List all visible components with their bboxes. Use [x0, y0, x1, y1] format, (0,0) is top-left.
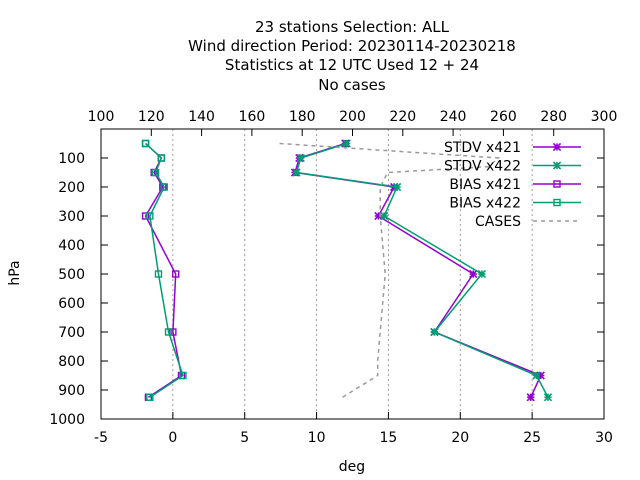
axes — [100, 128, 605, 420]
legend-label: CASES — [475, 214, 521, 230]
data-point — [179, 371, 187, 380]
data-point — [552, 161, 562, 170]
y-tick-label: 800 — [58, 354, 85, 370]
series-line — [279, 142, 501, 398]
title-line: No cases — [318, 76, 386, 94]
data-point — [141, 212, 150, 220]
y-tick-label: 1000 — [49, 412, 85, 428]
title-line: Statistics at 12 UTC Used 12 + 24 — [225, 56, 479, 74]
legend-item: BIAS x422 — [449, 196, 581, 212]
x2-tick-label: 160 — [239, 109, 266, 125]
legend-label: STDV x422 — [444, 159, 521, 175]
data-point — [553, 180, 561, 188]
x2-tick-label: 100 — [88, 109, 115, 125]
data-point — [146, 212, 154, 220]
data-point — [469, 269, 478, 279]
y-tick-label: 700 — [58, 325, 85, 341]
x2-tick-label: 240 — [440, 109, 467, 125]
y-tick-label: 900 — [58, 383, 85, 399]
x-tick-label: 10 — [308, 430, 326, 446]
data-point — [379, 211, 389, 221]
data-series — [141, 139, 553, 402]
legend-item: CASES — [475, 214, 581, 230]
data-point — [292, 168, 301, 177]
y-tick-label: 400 — [58, 238, 85, 254]
x-tick-label: 0 — [168, 430, 177, 446]
y-tick-label: 300 — [58, 209, 85, 225]
data-point — [392, 182, 402, 192]
x-tick-label: 15 — [380, 430, 398, 446]
data-point — [169, 328, 177, 336]
y-tick-label: 500 — [58, 267, 85, 283]
data-point — [552, 142, 562, 152]
x-tick-label: 30 — [595, 430, 613, 446]
data-point — [477, 269, 487, 279]
x-tick-label: 25 — [523, 430, 541, 446]
x-tick-label: 20 — [451, 430, 469, 446]
tick-labels: -5 0 5 10 15 20 25 30 100 120 140 160 180 200 220 240 26… — [49, 109, 617, 446]
y-axis-title: hPa — [7, 260, 23, 285]
data-point — [141, 139, 150, 148]
x2-tick-label: 140 — [188, 109, 215, 125]
data-point — [151, 168, 160, 177]
grid-lines — [172, 129, 533, 419]
legend: STDV x421 STDV x422 BIAS x421 BIAS x422 CASE… — [444, 140, 581, 230]
data-point — [157, 154, 166, 162]
y-tick-label: 100 — [58, 151, 85, 167]
legend-item: STDV x421 — [444, 140, 581, 156]
data-point — [430, 327, 439, 337]
data-point — [553, 198, 561, 207]
y-tick-label: 600 — [58, 296, 85, 312]
data-point — [526, 393, 535, 402]
data-point — [160, 183, 168, 191]
x2-tick-label: 300 — [591, 109, 618, 125]
x2-tick-label: 180 — [289, 109, 316, 125]
legend-label: STDV x421 — [444, 140, 521, 156]
data-point — [532, 371, 541, 380]
x2-tick-label: 200 — [339, 109, 366, 125]
chart-title: 23 stations Selection: ALL Wind directio… — [188, 18, 516, 94]
x-tick-label: 5 — [240, 430, 249, 446]
title-line: 23 stations Selection: ALL — [255, 18, 450, 36]
x2-tick-label: 260 — [490, 109, 517, 125]
data-point — [154, 270, 163, 278]
x-axis-title: deg — [339, 459, 365, 475]
data-point — [172, 270, 180, 278]
x2-tick-label: 280 — [540, 109, 567, 125]
x2-tick-label: 220 — [389, 109, 416, 125]
y-tick-label: 200 — [58, 180, 85, 196]
data-point — [296, 153, 305, 163]
title-line: Wind direction Period: 20230114-20230218 — [188, 37, 516, 55]
legend-label: BIAS x421 — [449, 177, 521, 193]
data-point — [543, 393, 553, 402]
legend-label: BIAS x422 — [449, 196, 521, 212]
x2-tick-label: 120 — [138, 109, 165, 125]
legend-item: STDV x422 — [444, 159, 581, 175]
data-point — [342, 139, 351, 148]
legend-item: BIAS x421 — [449, 177, 581, 193]
data-point — [146, 393, 154, 401]
series-line — [145, 142, 184, 398]
data-point — [164, 328, 173, 336]
x-tick-label: -5 — [94, 430, 108, 446]
